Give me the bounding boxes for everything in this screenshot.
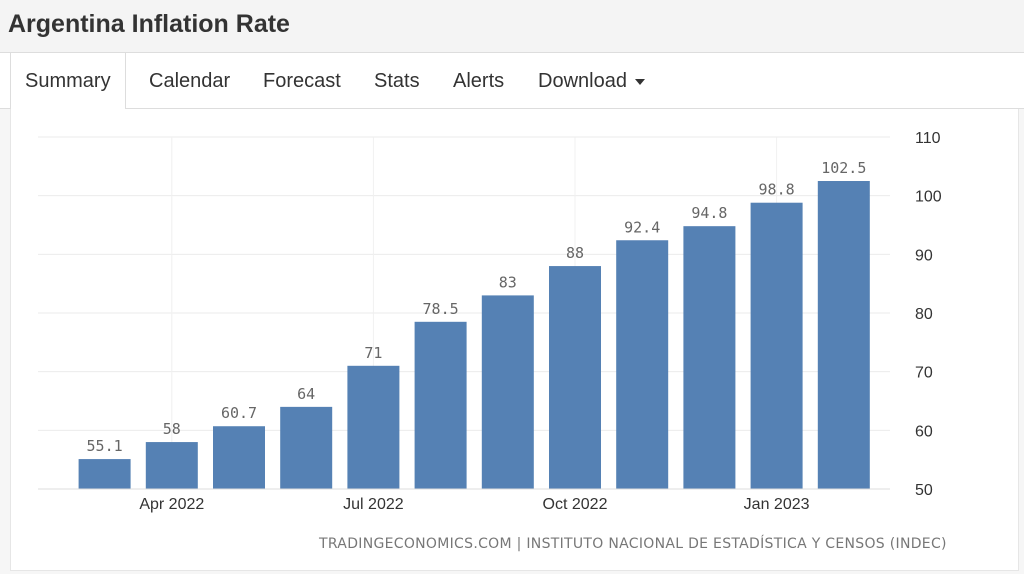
y-tick-label: 50: [915, 482, 933, 499]
data-label: 64: [297, 385, 315, 403]
data-label: 92.4: [624, 218, 660, 236]
data-label: 60.7: [221, 404, 257, 422]
data-label: 98.8: [759, 181, 795, 199]
data-label: 71: [364, 344, 382, 362]
bar: [750, 202, 803, 489]
bar: [481, 295, 534, 489]
page-title: Argentina Inflation Rate: [8, 10, 290, 38]
y-tick-label: 70: [915, 365, 933, 382]
tab-forecast-label: Forecast: [263, 70, 341, 92]
tab-alerts[interactable]: Alerts: [453, 53, 504, 109]
data-label: 83: [499, 273, 517, 291]
tab-calendar-label: Calendar: [149, 70, 231, 92]
y-tick-label: 60: [915, 423, 933, 440]
tab-alerts-label: Alerts: [453, 70, 505, 92]
bar: [280, 406, 333, 489]
x-tick-label: Jul 2022: [343, 496, 404, 513]
tab-stats-label: Stats: [374, 70, 420, 92]
bar: [549, 266, 601, 489]
data-label: 58: [163, 420, 181, 438]
bar: [145, 442, 198, 489]
x-tick-label: Apr 2022: [139, 496, 204, 513]
bar: [78, 459, 131, 489]
y-tick-label: 100: [915, 189, 942, 206]
bar: [347, 365, 400, 489]
tab-calendar[interactable]: Calendar: [149, 53, 230, 109]
data-label: 78.5: [423, 300, 459, 318]
data-label: 55.1: [87, 437, 123, 455]
title-bar: Argentina Inflation Rate: [0, 0, 1024, 52]
x-tick-label: Jan 2023: [744, 496, 810, 513]
x-tick-label: Oct 2022: [543, 496, 608, 513]
tab-forecast[interactable]: Forecast: [263, 53, 341, 109]
bar: [817, 181, 870, 489]
tab-bar: Summary Calendar Forecast Stats Alerts D…: [0, 52, 1024, 110]
data-label: 94.8: [691, 204, 727, 222]
tab-summary[interactable]: Summary: [10, 53, 126, 110]
bar: [414, 321, 467, 489]
bar: [683, 226, 736, 489]
data-label: 102.5: [821, 159, 866, 177]
download-dropdown[interactable]: Download: [538, 53, 645, 109]
tab-summary-label: Summary: [25, 70, 111, 92]
y-tick-label: 80: [915, 306, 933, 323]
bar: [616, 240, 669, 489]
data-label: 88: [566, 244, 584, 262]
caret-down-icon: [634, 78, 645, 85]
source-credit: TRADINGECONOMICS.COM | INSTITUTO NACIONA…: [319, 536, 947, 552]
tab-stats[interactable]: Stats: [374, 53, 420, 109]
y-tick-label: 90: [915, 247, 933, 264]
inflation-bar-chart: 50 60 70 80 90 100 110 55.1 58 60.7 64 71 78.5 83 88 92…: [38, 130, 942, 513]
bar: [213, 426, 265, 489]
y-tick-label: 110: [915, 130, 941, 147]
download-dropdown-label: Download: [538, 70, 627, 92]
